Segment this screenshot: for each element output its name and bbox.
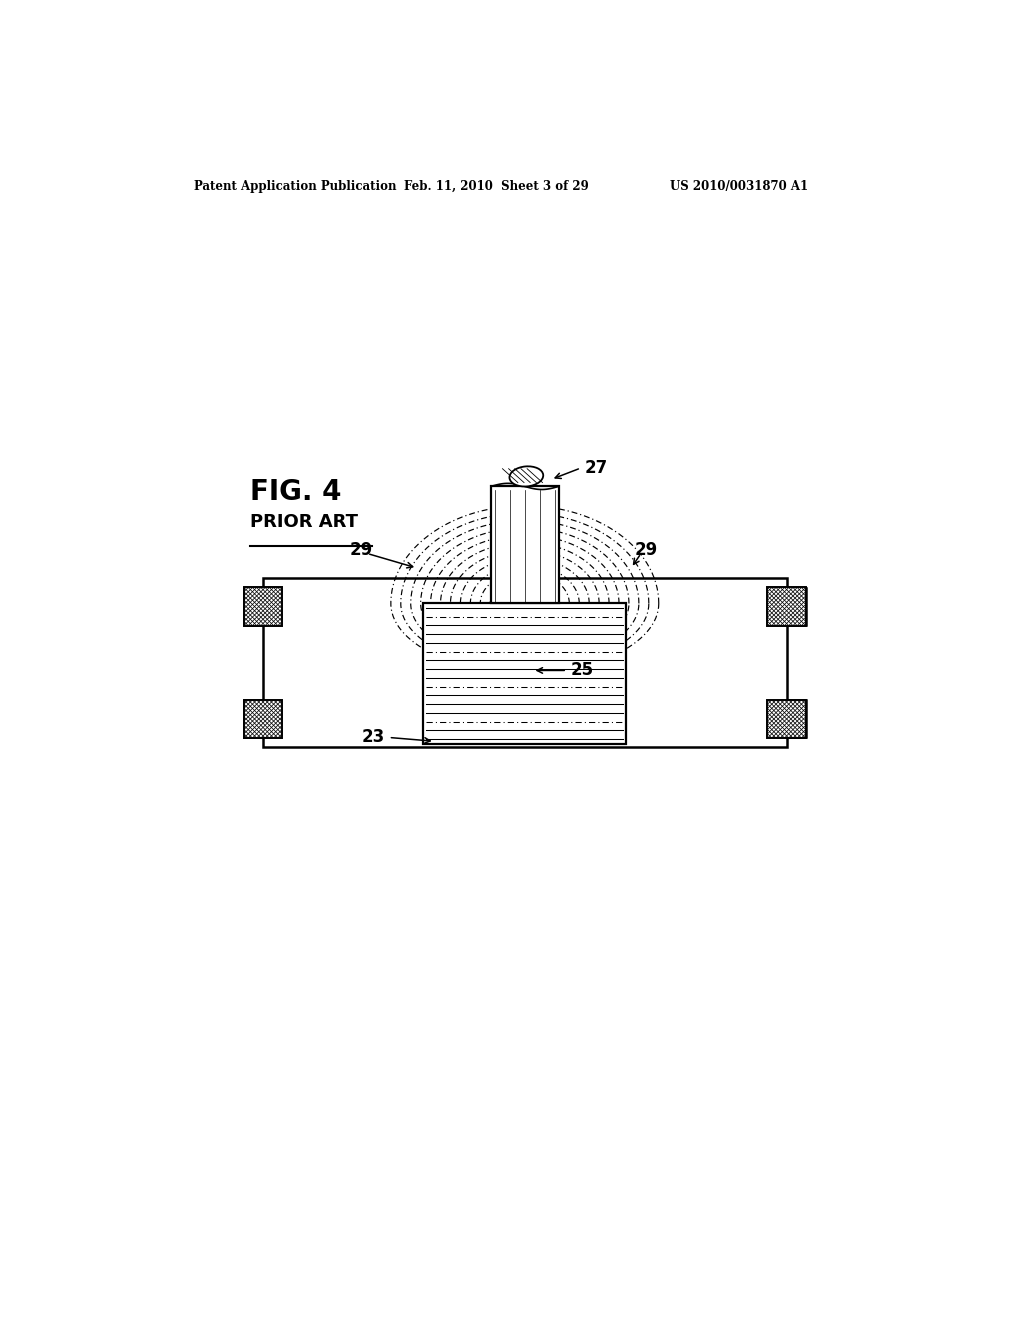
Ellipse shape: [510, 466, 544, 487]
Text: 25: 25: [571, 661, 594, 680]
Text: Feb. 11, 2010  Sheet 3 of 29: Feb. 11, 2010 Sheet 3 of 29: [403, 180, 589, 193]
Text: FIG. 4: FIG. 4: [250, 478, 341, 506]
Polygon shape: [423, 603, 627, 743]
Text: 29: 29: [635, 541, 658, 558]
Text: 29: 29: [350, 541, 374, 558]
Text: 23: 23: [361, 729, 385, 746]
Polygon shape: [767, 587, 806, 626]
Text: US 2010/0031870 A1: US 2010/0031870 A1: [670, 180, 808, 193]
Polygon shape: [244, 700, 283, 738]
Polygon shape: [244, 587, 283, 626]
Text: PRIOR ART: PRIOR ART: [250, 512, 358, 531]
Polygon shape: [490, 486, 559, 603]
Polygon shape: [767, 700, 806, 738]
Text: 27: 27: [585, 459, 608, 477]
Text: Patent Application Publication: Patent Application Publication: [194, 180, 396, 193]
Polygon shape: [244, 578, 806, 747]
